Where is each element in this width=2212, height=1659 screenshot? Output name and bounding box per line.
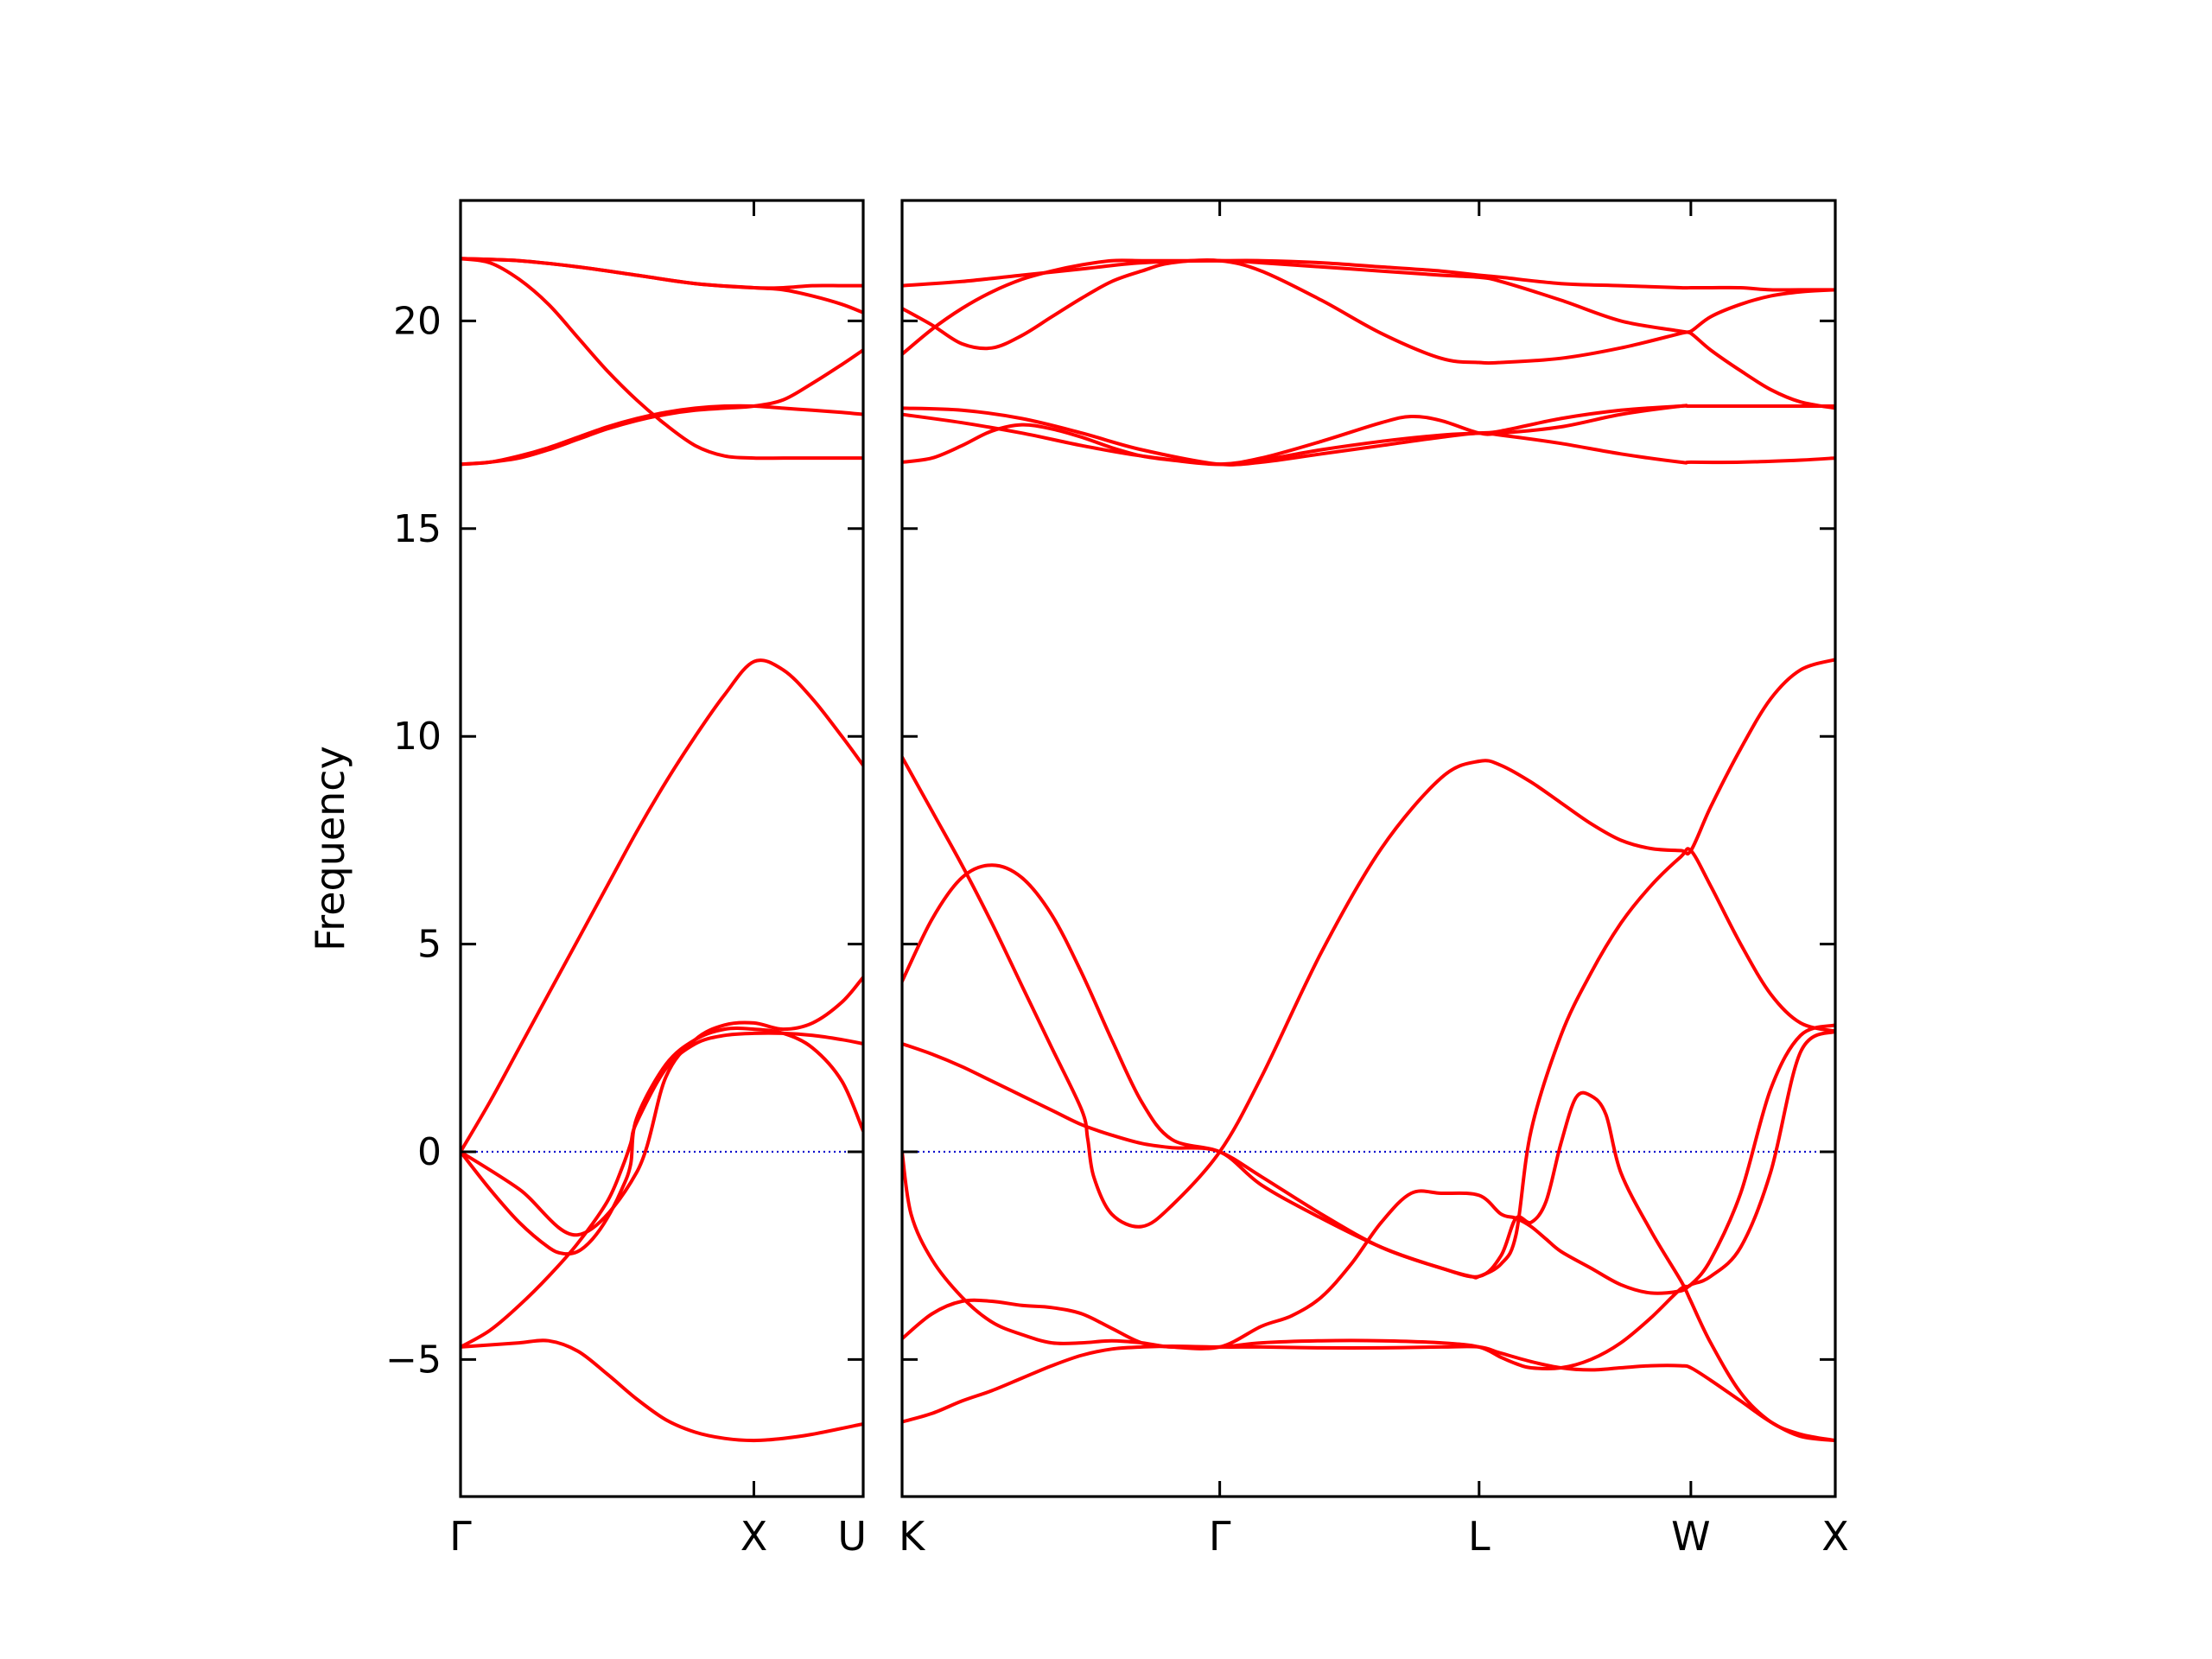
- band-line-6: [461, 348, 863, 467]
- band-line-10: [461, 257, 863, 290]
- band-line-8: [902, 404, 1835, 467]
- band-line-5: [902, 847, 1835, 1280]
- band-line-11: [902, 258, 1835, 365]
- high-symmetry-label: L: [1468, 1513, 1491, 1560]
- band-line-5: [461, 976, 863, 1237]
- high-symmetry-label: U: [837, 1513, 867, 1560]
- band-line-10: [902, 258, 1835, 356]
- y-tick-label: 10: [393, 715, 442, 759]
- band-line-1: [461, 1338, 863, 1443]
- left-panel: −5 0 5 10 15 20 Γ X U: [385, 199, 867, 1560]
- band-line-3: [461, 1027, 863, 1256]
- band-group: [461, 257, 863, 1443]
- band-line-1: [902, 1344, 1835, 1443]
- band-line-12: [902, 258, 1835, 410]
- high-symmetry-label: Γ: [449, 1513, 472, 1560]
- high-symmetry-label: Γ: [1209, 1513, 1231, 1560]
- band-line-7: [461, 404, 863, 467]
- band-line-7: [902, 404, 1835, 467]
- panel-frame: [459, 199, 865, 1498]
- y-axis-label: Frequency: [307, 746, 353, 951]
- band-line-3: [902, 1023, 1835, 1370]
- band-line-4: [902, 658, 1835, 1229]
- panel-frame: [900, 199, 1837, 1498]
- band-line-4: [461, 658, 863, 1154]
- y-tick-label: 0: [417, 1130, 442, 1174]
- high-symmetry-label: X: [1821, 1513, 1849, 1560]
- high-symmetry-label: X: [741, 1513, 768, 1560]
- band-line-6: [902, 1042, 1835, 1443]
- band-line-9: [902, 412, 1835, 467]
- y-tick-label: 20: [393, 299, 442, 343]
- high-symmetry-label: K: [899, 1513, 926, 1560]
- y-tick-label: 15: [393, 507, 442, 551]
- y-tick-label: −5: [385, 1338, 442, 1382]
- high-symmetry-label: W: [1671, 1513, 1710, 1560]
- y-tick-label: 5: [417, 923, 442, 967]
- band-line-8: [461, 257, 863, 461]
- band-line-2: [902, 1029, 1835, 1351]
- band-group: [902, 258, 1835, 1443]
